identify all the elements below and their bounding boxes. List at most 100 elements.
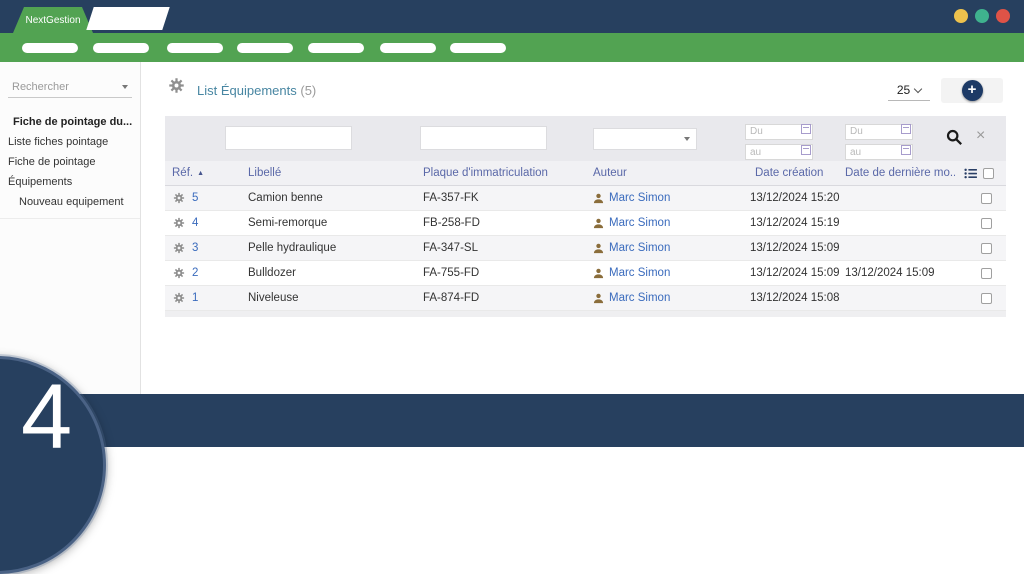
window-dot-yellow[interactable] — [954, 9, 968, 23]
ref-link[interactable]: 2 — [192, 267, 199, 279]
add-equipment-button[interactable]: + — [961, 80, 983, 101]
row-gear-icon[interactable] — [173, 292, 185, 304]
row-gear-icon[interactable] — [173, 192, 185, 204]
ref-link[interactable]: 4 — [192, 217, 199, 229]
date-creation-cell: 13/12/2024 15:09 — [750, 267, 840, 279]
sidebar-item-label: Liste fiches pointage — [8, 136, 109, 148]
sidebar-search-select[interactable]: Rechercher — [8, 76, 132, 98]
nav-item-placeholder[interactable] — [450, 43, 506, 53]
table-footer-strip — [165, 311, 1006, 317]
search-icon[interactable] — [946, 129, 963, 146]
plaque-cell: FB-258-FD — [423, 217, 480, 229]
nav-item-placeholder[interactable] — [308, 43, 364, 53]
person-icon — [593, 293, 604, 303]
auteur-link[interactable]: Marc Simon — [609, 217, 671, 229]
main-nav — [0, 33, 1024, 62]
page-size-select[interactable]: 25 — [888, 80, 930, 101]
row-gear-icon[interactable] — [173, 242, 185, 254]
date-creation-cell: 13/12/2024 15:08 — [750, 292, 840, 304]
table-row[interactable]: 3 Pelle hydraulique FA-347-SL Marc Simon… — [165, 236, 1006, 261]
select-all-checkbox[interactable] — [983, 167, 994, 179]
table-header-controls — [955, 167, 1006, 180]
calendar-icon[interactable] — [901, 124, 911, 134]
libelle-cell: Camion benne — [248, 192, 323, 204]
page-title-text: List Équipements — [197, 83, 297, 98]
person-icon — [593, 193, 604, 203]
table-row[interactable]: 2 Bulldozer FA-755-FD Marc Simon 13/12/2… — [165, 261, 1006, 286]
column-chooser-icon[interactable] — [964, 167, 977, 180]
auteur-link[interactable]: Marc Simon — [609, 192, 671, 204]
plaque-cell: FA-357-FK — [423, 192, 479, 204]
date-modification-to-input[interactable] — [845, 144, 913, 160]
filter-date-modification-range — [845, 121, 913, 160]
brand-tab[interactable]: NextGestion — [13, 7, 93, 33]
sidebar-item-fiche-pointage[interactable]: Fiche de pointage — [0, 152, 140, 172]
sidebar-item-nouveau-equipement[interactable]: Nouveau equipement — [0, 192, 140, 212]
person-icon — [593, 218, 604, 228]
nav-item-placeholder[interactable] — [167, 43, 223, 53]
sidebar-item-label: Fiche de pointage — [8, 156, 96, 168]
auteur-link[interactable]: Marc Simon — [609, 242, 671, 254]
sidebar-item-liste-fiches[interactable]: Liste fiches pointage — [0, 132, 140, 152]
libelle-cell: Pelle hydraulique — [248, 242, 337, 254]
filter-libelle-input[interactable] — [225, 126, 352, 150]
window-dot-teal[interactable] — [975, 9, 989, 23]
column-header-plaque[interactable]: Plaque d'immatriculation — [423, 167, 548, 179]
date-creation-from-input[interactable] — [745, 123, 813, 140]
nav-item-placeholder[interactable] — [93, 43, 149, 53]
calendar-icon[interactable] — [801, 144, 811, 155]
auteur-link[interactable]: Marc Simon — [609, 267, 671, 279]
column-header-libelle[interactable]: Libellé — [248, 167, 282, 179]
inactive-tab[interactable] — [86, 7, 170, 30]
sidebar-item-fiche-pointage-du[interactable]: Fiche de pointage du... — [0, 112, 140, 132]
ref-link[interactable]: 5 — [192, 192, 199, 204]
calendar-icon[interactable] — [901, 144, 911, 155]
sidebar: Rechercher Fiche de pointage du... Liste… — [0, 62, 141, 394]
calendar-icon[interactable] — [801, 124, 811, 134]
ref-link[interactable]: 3 — [192, 242, 199, 254]
date-creation-cell: 13/12/2024 15:20 — [750, 192, 840, 204]
window-dot-red[interactable] — [996, 9, 1010, 23]
person-icon — [593, 268, 604, 278]
table-row[interactable]: 1 Niveleuse FA-874-FD Marc Simon 13/12/2… — [165, 286, 1006, 311]
nav-item-placeholder[interactable] — [237, 43, 293, 53]
record-count: (5) — [300, 83, 317, 98]
ref-link[interactable]: 1 — [192, 292, 199, 304]
row-gear-icon[interactable] — [173, 217, 185, 229]
row-checkbox[interactable] — [981, 267, 992, 279]
sidebar-item-equipements[interactable]: Équipements — [0, 172, 140, 192]
plaque-cell: FA-755-FD — [423, 267, 480, 279]
table-row[interactable]: 5 Camion benne FA-357-FK Marc Simon 13/1… — [165, 186, 1006, 211]
page-title: List Équipements (5) — [197, 83, 316, 98]
table-filter-row: × — [165, 116, 1006, 161]
date-creation-cell: 13/12/2024 15:09 — [750, 242, 840, 254]
nav-item-placeholder[interactable] — [22, 43, 78, 53]
row-checkbox[interactable] — [981, 242, 992, 254]
auteur-link[interactable]: Marc Simon — [609, 292, 671, 304]
date-creation-to-input[interactable] — [745, 144, 813, 160]
app-header: NextGestion — [0, 0, 1024, 33]
libelle-cell: Bulldozer — [248, 267, 296, 279]
table-row[interactable]: 4 Semi-remorque FB-258-FD Marc Simon 13/… — [165, 211, 1006, 236]
date-creation-cell: 13/12/2024 15:19 — [750, 217, 840, 229]
row-gear-icon[interactable] — [173, 267, 185, 279]
clear-filters-icon[interactable]: × — [976, 127, 986, 144]
filter-auteur-select[interactable] — [593, 128, 697, 150]
chevron-down-icon — [684, 137, 690, 141]
date-modification-from-input[interactable] — [845, 123, 913, 140]
libelle-cell: Semi-remorque — [248, 217, 328, 229]
nav-item-placeholder[interactable] — [380, 43, 436, 53]
chevron-down-icon — [122, 84, 128, 89]
row-checkbox[interactable] — [981, 292, 992, 304]
libelle-cell: Niveleuse — [248, 292, 299, 304]
filter-plaque-input[interactable] — [420, 126, 547, 150]
main-content: List Équipements (5) 25 + — [141, 62, 1024, 394]
row-checkbox[interactable] — [981, 192, 992, 204]
column-header-auteur[interactable]: Auteur — [593, 167, 627, 179]
column-header-date-modification[interactable]: Date de dernière mo... — [845, 167, 955, 179]
row-checkbox[interactable] — [981, 217, 992, 229]
settings-gear-icon[interactable] — [168, 77, 185, 94]
sidebar-item-label: Équipements — [8, 176, 73, 188]
column-header-ref[interactable]: Réf. ▲ — [165, 167, 248, 179]
column-header-date-creation[interactable]: Date création — [755, 167, 824, 179]
